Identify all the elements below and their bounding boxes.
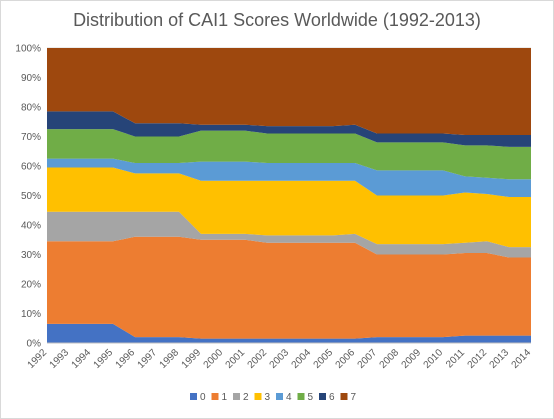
x-tick-label: 2005 (312, 347, 336, 371)
legend-label-0: 0 (200, 392, 206, 403)
y-tick-label: 40% (21, 221, 41, 232)
x-tick-label: 2008 (378, 347, 402, 371)
y-tick-label: 90% (21, 73, 41, 84)
legend-swatch-6 (319, 393, 326, 400)
x-tick-label: 1993 (48, 347, 72, 371)
x-tick-label: 1998 (158, 347, 182, 371)
legend-label-4: 4 (286, 392, 292, 403)
legend-label-3: 3 (265, 392, 271, 403)
chart-title: Distribution of CAI1 Scores Worldwide (1… (73, 10, 481, 30)
area-series-7 (47, 48, 531, 136)
legend-label-5: 5 (308, 392, 314, 403)
y-tick-label: 20% (21, 280, 41, 291)
area-series-3 (47, 167, 531, 248)
y-tick-label: 10% (21, 309, 41, 320)
x-tick-label: 2001 (224, 347, 248, 371)
legend-swatch-2 (233, 393, 240, 400)
x-tick-label: 2006 (334, 347, 358, 371)
area-series-2 (47, 211, 531, 258)
legend-swatch-4 (276, 393, 283, 400)
x-tick-label: 2000 (202, 347, 226, 371)
legend-label-2: 2 (243, 392, 249, 403)
legend-label-6: 6 (329, 392, 335, 403)
x-tick-label: 2013 (488, 347, 512, 371)
x-tick-label: 1994 (70, 347, 94, 371)
y-tick-label: 0% (27, 339, 42, 350)
x-tick-label: 2014 (510, 347, 534, 371)
legend-swatch-0 (190, 393, 197, 400)
legend-label-7: 7 (351, 392, 357, 403)
legend-swatch-7 (340, 393, 348, 400)
area-series-0 (47, 323, 531, 343)
y-tick-label: 30% (21, 250, 41, 261)
x-tick-label: 2003 (268, 347, 292, 371)
area-series-6 (47, 111, 531, 147)
x-tick-label: 1995 (92, 347, 116, 371)
legend-swatch-1 (211, 393, 219, 400)
y-tick-label: 50% (21, 191, 41, 202)
x-tick-label: 2007 (356, 347, 380, 371)
x-tick-label: 2010 (422, 347, 446, 371)
y-tick-label: 80% (21, 103, 41, 114)
x-tick-label: 2009 (400, 347, 424, 371)
legend-label-1: 1 (222, 392, 228, 403)
x-tick-label: 1992 (26, 347, 50, 371)
area-series-4 (47, 158, 531, 197)
x-tick-label: 2004 (290, 347, 314, 371)
area-series-5 (47, 129, 531, 180)
x-tick-label: 2002 (246, 347, 270, 371)
x-tick-label: 2011 (444, 347, 467, 370)
y-tick-label: 60% (21, 162, 41, 173)
x-tick-label: 1999 (180, 347, 204, 371)
legend-swatch-3 (254, 393, 262, 400)
y-tick-label: 70% (21, 132, 41, 143)
legend-swatch-5 (297, 393, 305, 400)
y-tick-label: 100% (15, 44, 41, 55)
x-tick-label: 1997 (136, 347, 160, 371)
area-series-1 (47, 236, 531, 339)
x-tick-label: 2012 (466, 347, 490, 371)
x-tick-label: 1996 (114, 347, 138, 371)
